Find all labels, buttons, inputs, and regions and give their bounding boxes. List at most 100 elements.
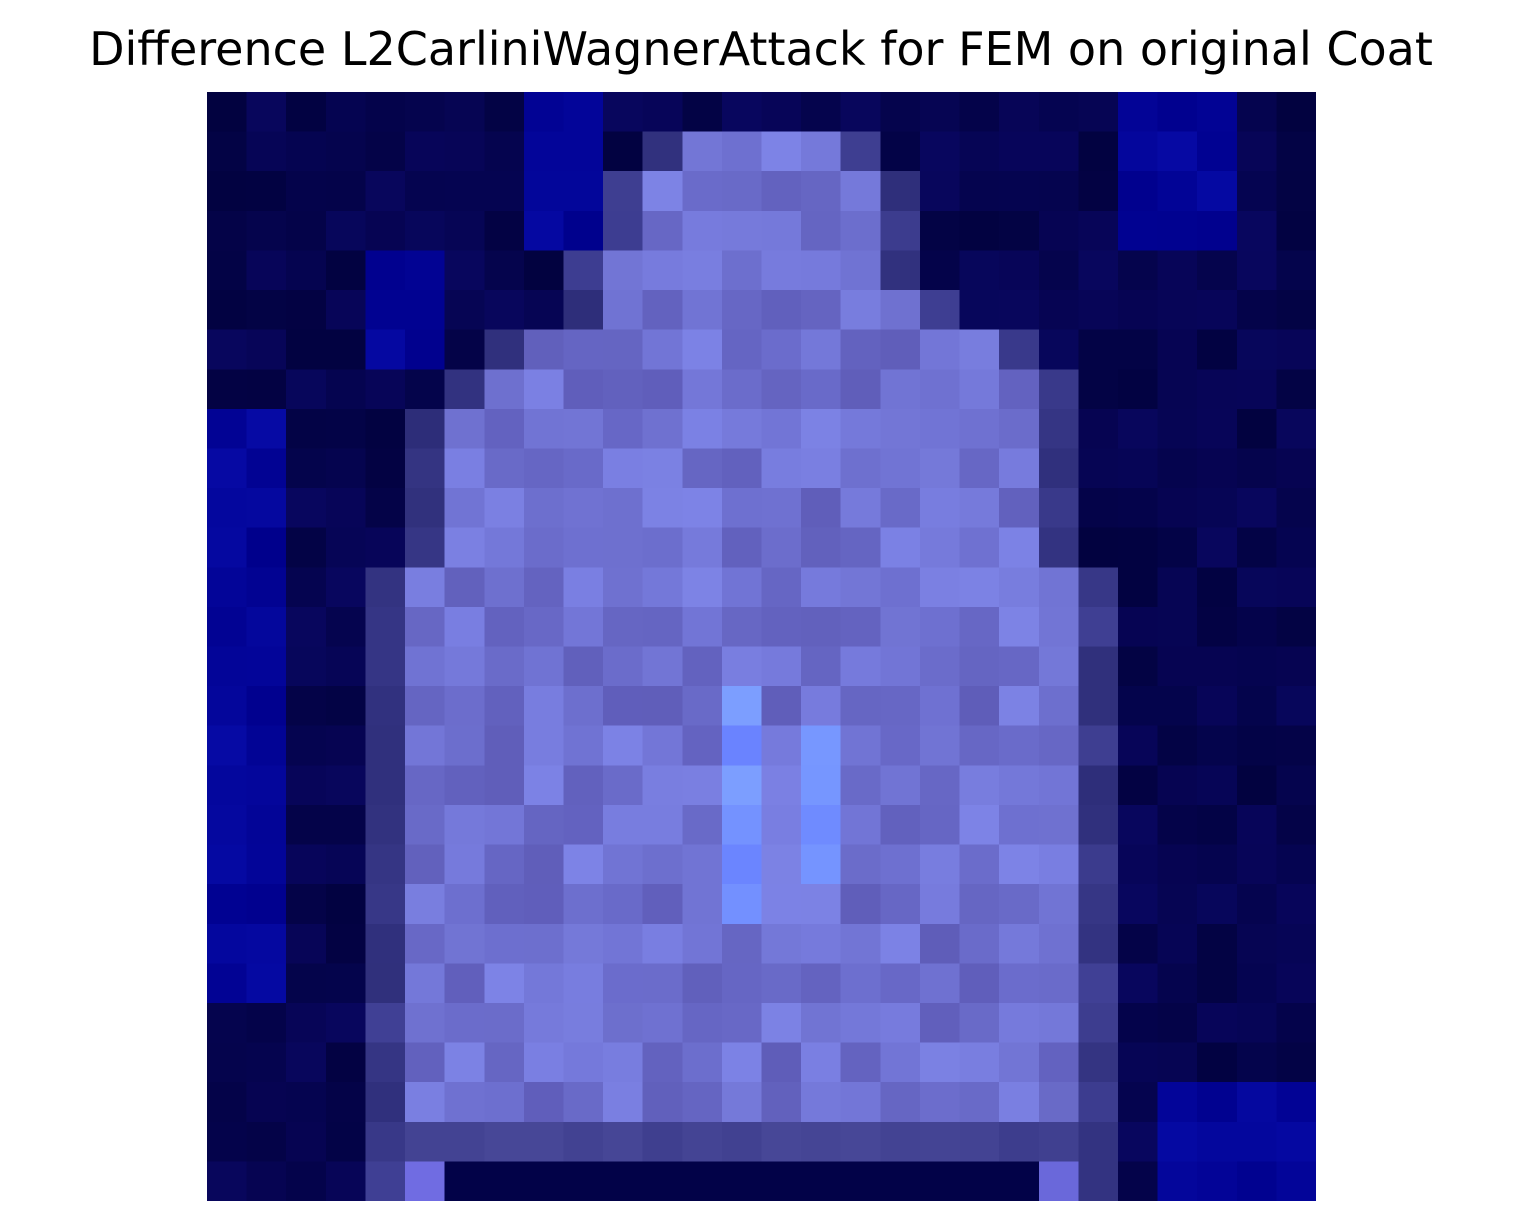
pixel	[840, 606, 882, 648]
pixel	[365, 686, 406, 727]
pixel	[365, 1042, 406, 1083]
pixel	[325, 408, 367, 450]
pixel	[1236, 329, 1278, 371]
pixel	[721, 92, 763, 133]
pixel	[840, 844, 882, 885]
pixel	[801, 92, 842, 133]
pixel	[642, 527, 684, 569]
pixel	[840, 765, 882, 806]
pixel	[405, 488, 446, 529]
pixel	[959, 290, 1000, 331]
pixel	[365, 1002, 406, 1044]
pixel	[444, 329, 486, 371]
pixel	[563, 290, 604, 331]
pixel	[365, 210, 406, 252]
pixel	[919, 369, 961, 410]
pixel	[1117, 567, 1159, 608]
pixel	[761, 686, 802, 727]
pixel	[840, 408, 882, 450]
pixel	[959, 527, 1000, 569]
pixel	[523, 686, 565, 727]
pixel	[286, 844, 327, 885]
pixel	[999, 329, 1040, 371]
pixel	[721, 884, 763, 925]
pixel	[1276, 844, 1316, 885]
pixel	[286, 1042, 327, 1083]
pixel	[1038, 488, 1080, 529]
pixel	[959, 369, 1000, 410]
pixel	[959, 686, 1000, 727]
pixel	[325, 725, 367, 767]
pixel	[405, 1082, 446, 1123]
pixel	[840, 1002, 882, 1044]
pixel	[523, 1002, 565, 1044]
pixel	[761, 1121, 802, 1163]
pixel	[484, 92, 525, 133]
pixel	[523, 804, 565, 846]
pixel	[1197, 250, 1238, 291]
pixel	[286, 329, 327, 371]
pixel	[801, 963, 842, 1004]
pixel	[1157, 1161, 1198, 1201]
pixel	[365, 408, 406, 450]
pixel	[207, 884, 248, 925]
pixel	[484, 448, 525, 489]
pixel	[721, 369, 763, 410]
pixel	[207, 725, 248, 767]
pixel	[1236, 646, 1278, 687]
pixel	[1078, 329, 1119, 371]
pixel	[801, 1042, 842, 1083]
pixel	[603, 1161, 644, 1201]
pixel	[999, 567, 1040, 608]
pixel	[246, 804, 288, 846]
pixel	[207, 210, 248, 252]
pixel	[840, 567, 882, 608]
pixel	[286, 131, 327, 173]
pixel	[405, 804, 446, 846]
pixel	[1117, 488, 1159, 529]
pixel	[286, 884, 327, 925]
pixel	[1236, 1042, 1278, 1083]
pixel	[1078, 804, 1119, 846]
pixel	[563, 725, 604, 767]
pixel	[880, 567, 921, 608]
pixel	[919, 1121, 961, 1163]
pixel	[761, 804, 802, 846]
pixel	[1038, 290, 1080, 331]
pixel	[682, 765, 723, 806]
pixel	[365, 250, 406, 291]
pixel	[1078, 131, 1119, 173]
pixel	[365, 329, 406, 371]
pixel	[325, 369, 367, 410]
pixel	[365, 844, 406, 885]
pixel	[880, 527, 921, 569]
pixel	[1038, 1161, 1080, 1201]
pixel	[246, 765, 288, 806]
pixel	[1276, 567, 1316, 608]
pixel	[959, 804, 1000, 846]
pixel	[563, 844, 604, 885]
pixel	[484, 725, 525, 767]
pixel	[919, 1042, 961, 1083]
pixel	[1197, 210, 1238, 252]
pixel	[1117, 448, 1159, 489]
pixel	[682, 171, 723, 212]
pixel	[642, 369, 684, 410]
pixel	[840, 1042, 882, 1083]
pixel	[325, 765, 367, 806]
pixel	[246, 527, 288, 569]
pixel	[721, 329, 763, 371]
pixel	[1236, 884, 1278, 925]
pixel	[405, 923, 446, 965]
pixel	[1078, 567, 1119, 608]
pixel	[642, 567, 684, 608]
pixel	[801, 131, 842, 173]
pixel	[1117, 1042, 1159, 1083]
pixel	[721, 1042, 763, 1083]
pixel	[642, 210, 684, 252]
pixel	[484, 1002, 525, 1044]
pixel	[1038, 923, 1080, 965]
pixel	[365, 567, 406, 608]
pixel	[959, 1121, 1000, 1163]
pixel	[1197, 765, 1238, 806]
